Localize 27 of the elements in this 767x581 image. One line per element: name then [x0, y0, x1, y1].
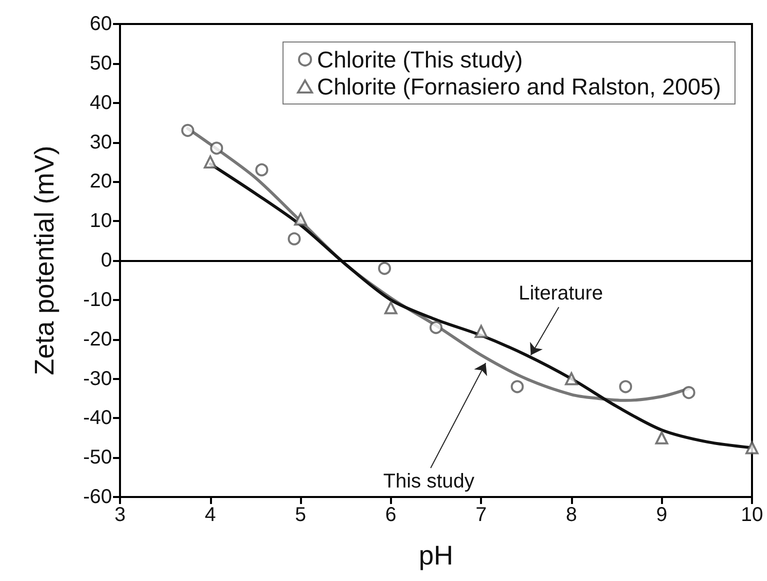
y-tick-label: 60 — [90, 13, 112, 35]
x-axis-title: pH — [418, 540, 454, 570]
x-tick-label: 3 — [114, 504, 126, 526]
y-axis-title: Zeta potential (mV) — [30, 146, 60, 376]
x-tick-label: 8 — [566, 504, 577, 526]
annotation: Literature — [518, 282, 604, 305]
y-tick-label: -50 — [83, 446, 112, 469]
x-tick-label: 7 — [476, 504, 487, 526]
y-tick-label: 30 — [90, 131, 112, 154]
x-tick-label: 5 — [295, 504, 306, 526]
y-tick-label: -40 — [83, 407, 112, 430]
legend-label: Chlorite (This study) — [317, 46, 523, 72]
y-tick-label: -20 — [83, 328, 112, 350]
y-tick-label: 40 — [90, 92, 112, 114]
y-tick-label: 50 — [90, 52, 112, 74]
y-tick-label: -60 — [83, 486, 112, 508]
y-tick-label: 20 — [90, 170, 112, 193]
annotation: This study — [383, 470, 474, 493]
x-tick-label: 6 — [385, 504, 396, 526]
legend-label: Chlorite (Fornasiero and Ralston, 2005) — [317, 74, 721, 100]
y-tick-label: -10 — [83, 288, 112, 311]
x-tick-label: 10 — [740, 504, 764, 526]
x-tick-label: 9 — [656, 504, 668, 526]
y-tick-label: 10 — [90, 210, 112, 232]
y-tick-label: -30 — [83, 368, 112, 390]
y-tick-label: 0 — [100, 250, 112, 272]
x-tick-label: 4 — [204, 504, 216, 526]
